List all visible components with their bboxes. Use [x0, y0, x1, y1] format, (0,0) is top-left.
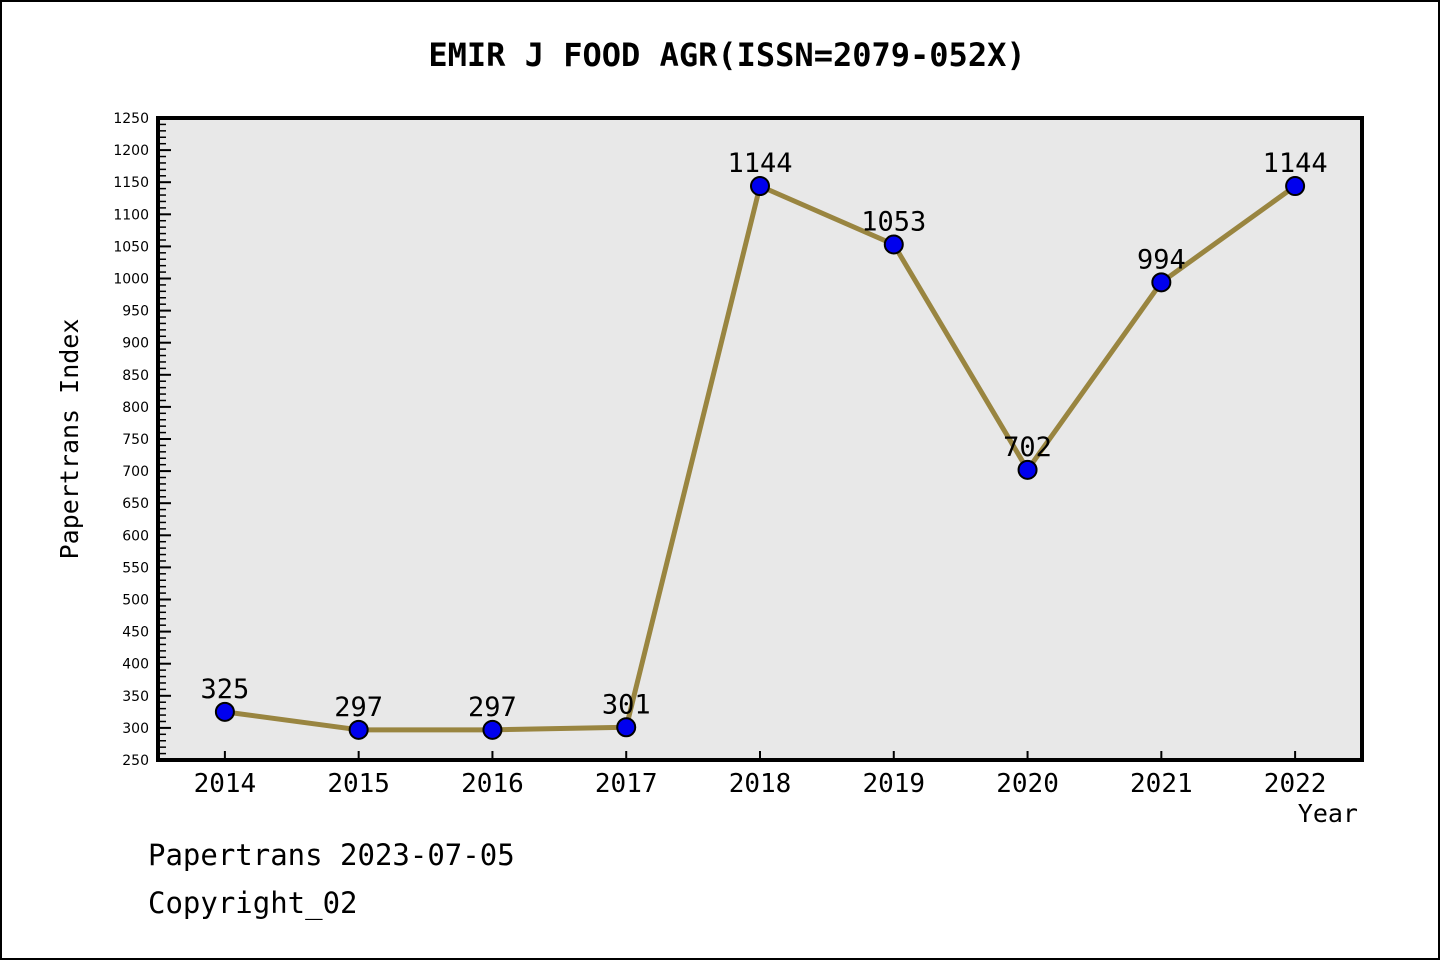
footer-source-date: Papertrans 2023-07-05	[148, 838, 515, 872]
data-point	[750, 176, 770, 197]
y-tick-label: 950	[122, 304, 149, 320]
x-axis-label: Year	[1298, 799, 1358, 828]
data-point-label: 1053	[861, 206, 926, 237]
y-tick-label: 250	[122, 753, 149, 769]
data-point	[883, 234, 904, 255]
y-tick-label: 400	[122, 657, 149, 673]
y-tick-label: 500	[122, 593, 149, 609]
x-tick-label: 2019	[862, 769, 925, 799]
x-tick-label: 2022	[1264, 769, 1327, 799]
x-tick-label: 2016	[461, 769, 524, 799]
x-tick-label: 2015	[327, 769, 390, 799]
y-tick-label: 850	[122, 368, 149, 384]
y-tick-label: 1050	[113, 239, 149, 255]
y-tick-label: 1200	[113, 143, 149, 159]
y-tick-label: 800	[122, 400, 149, 416]
data-point-label: 325	[200, 674, 249, 705]
data-point-label: 1144	[727, 148, 792, 179]
y-tick-label: 700	[122, 464, 149, 480]
data-point-label: 297	[334, 692, 383, 723]
data-point-label: 994	[1137, 244, 1186, 275]
x-tick-label: 2021	[1130, 769, 1193, 799]
x-tick-label: 2020	[996, 769, 1059, 799]
plot-area	[156, 116, 1364, 762]
y-tick-label: 450	[122, 625, 149, 641]
y-tick-label: 1000	[113, 272, 149, 288]
data-point-label: 1144	[1263, 148, 1328, 179]
data-point	[1285, 176, 1306, 197]
y-tick-label: 900	[122, 336, 149, 352]
data-point-label: 297	[468, 692, 517, 723]
x-tick-label: 2014	[194, 769, 257, 799]
footer-copyright: Copyright_02	[148, 886, 358, 920]
data-point	[616, 717, 637, 738]
y-axis-label: Papertrans Index	[55, 319, 84, 560]
data-point	[214, 701, 235, 722]
data-point	[348, 719, 369, 740]
x-tick-label: 2017	[595, 769, 658, 799]
chart-title: EMIR J FOOD AGR(ISSN=2079-052X)	[428, 36, 1026, 74]
data-point	[1151, 272, 1172, 293]
y-tick-label: 600	[122, 528, 149, 544]
y-tick-label: 550	[122, 560, 149, 576]
y-tick-label: 1100	[113, 207, 149, 223]
data-point-label: 702	[1003, 432, 1052, 463]
y-tick-label: 1150	[113, 175, 149, 191]
y-tick-label: 650	[122, 496, 149, 512]
x-tick-label: 2018	[729, 769, 792, 799]
y-tick-label: 300	[122, 721, 149, 737]
y-tick-label: 1250	[113, 111, 149, 127]
data-point	[482, 719, 503, 740]
data-point	[1017, 459, 1038, 480]
y-tick-label: 750	[122, 432, 149, 448]
data-point-label: 301	[602, 689, 651, 720]
y-tick-label: 350	[122, 689, 149, 705]
